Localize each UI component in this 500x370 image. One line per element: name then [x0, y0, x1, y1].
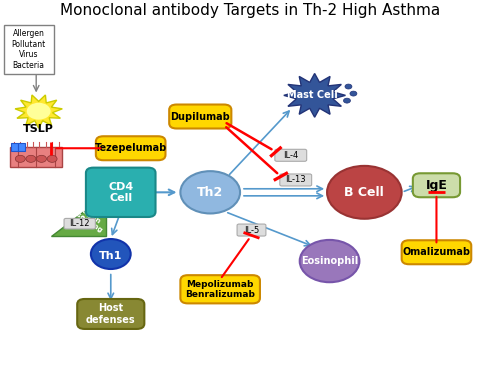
Circle shape [26, 103, 50, 120]
FancyBboxPatch shape [77, 299, 144, 329]
Text: IgE: IgE [426, 179, 448, 192]
FancyBboxPatch shape [280, 174, 312, 186]
Text: Mast Cell: Mast Cell [287, 90, 338, 100]
FancyBboxPatch shape [64, 218, 96, 229]
FancyBboxPatch shape [10, 147, 62, 168]
Text: IL-5: IL-5 [244, 226, 259, 235]
FancyBboxPatch shape [237, 224, 266, 236]
Text: Mepolizumab
Benralizumab: Mepolizumab Benralizumab [185, 280, 255, 299]
Circle shape [36, 155, 46, 162]
Polygon shape [15, 95, 62, 128]
Text: Antigen
Presenting
cell: Antigen Presenting cell [60, 198, 107, 239]
FancyBboxPatch shape [180, 275, 260, 303]
Circle shape [26, 155, 36, 162]
Text: IL-4: IL-4 [283, 151, 298, 160]
FancyBboxPatch shape [86, 168, 156, 217]
FancyBboxPatch shape [96, 136, 166, 160]
FancyBboxPatch shape [4, 25, 54, 74]
Text: Allergen
Pollutant
Virus
Bacteria: Allergen Pollutant Virus Bacteria [12, 30, 46, 70]
Circle shape [300, 240, 360, 282]
FancyBboxPatch shape [11, 143, 18, 151]
Text: CD4
Cell: CD4 Cell [108, 182, 134, 203]
FancyBboxPatch shape [413, 173, 460, 197]
Text: IL-13: IL-13 [286, 175, 306, 185]
Ellipse shape [91, 239, 130, 269]
Ellipse shape [180, 171, 240, 213]
Text: Th2: Th2 [197, 186, 224, 199]
Text: TSLP: TSLP [23, 124, 54, 134]
FancyBboxPatch shape [402, 240, 471, 264]
Circle shape [345, 84, 352, 89]
Circle shape [327, 166, 402, 219]
Polygon shape [284, 74, 346, 117]
Polygon shape [51, 194, 106, 236]
Circle shape [350, 91, 357, 96]
Text: Host
defenses: Host defenses [86, 303, 136, 325]
Text: Tezepelumab: Tezepelumab [94, 143, 167, 153]
Text: Th1: Th1 [99, 251, 122, 261]
Text: B Cell: B Cell [344, 186, 384, 199]
Text: Dupilumab: Dupilumab [170, 111, 230, 121]
FancyBboxPatch shape [275, 149, 306, 161]
FancyBboxPatch shape [18, 143, 25, 151]
Text: Eosinophil: Eosinophil [301, 256, 358, 266]
Circle shape [344, 98, 350, 103]
Text: Omalizumab: Omalizumab [402, 247, 470, 257]
Title: Monoclonal antibody Targets in Th-2 High Asthma: Monoclonal antibody Targets in Th-2 High… [60, 3, 440, 18]
Circle shape [47, 155, 57, 162]
Circle shape [16, 155, 26, 162]
Text: IL-12: IL-12 [69, 219, 89, 228]
FancyBboxPatch shape [169, 104, 232, 128]
